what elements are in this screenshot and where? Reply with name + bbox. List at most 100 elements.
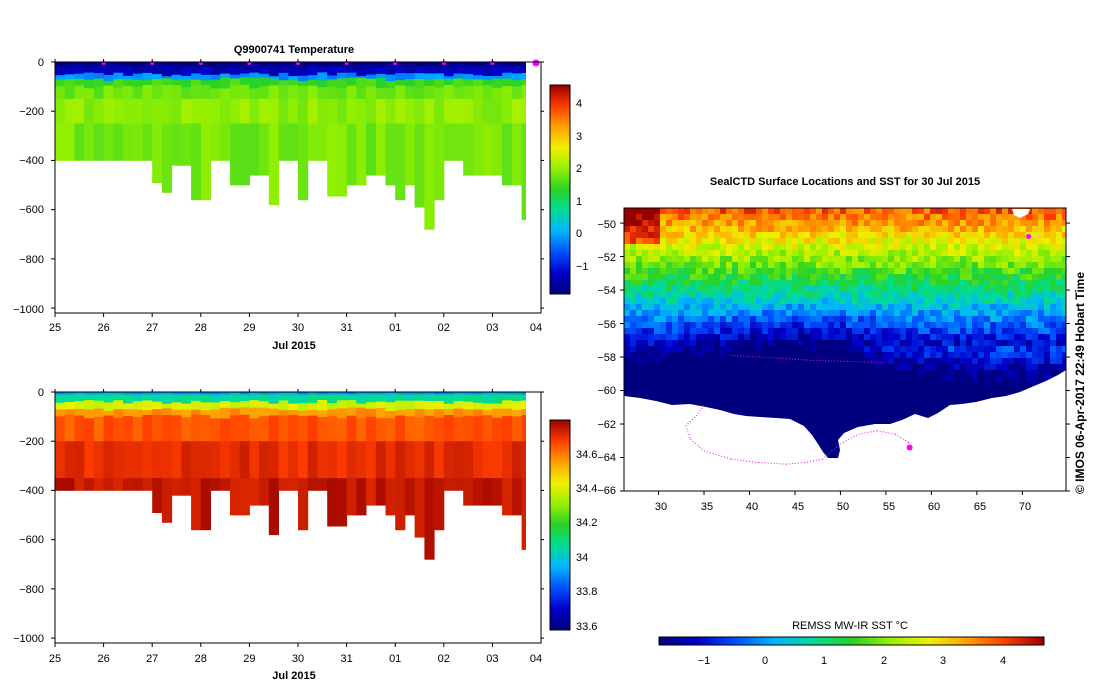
sst-cell (876, 232, 882, 238)
sst-cell (954, 274, 960, 280)
sst-cell (942, 310, 948, 316)
sst-cell (636, 298, 642, 304)
sst-cell (912, 268, 918, 274)
sst-cell (792, 334, 798, 340)
sst-cell (822, 232, 828, 238)
sst-cell (654, 274, 660, 280)
sst-cell (750, 298, 756, 304)
sst-cell (1062, 352, 1066, 358)
sst-cell (750, 370, 756, 376)
sst-cell (702, 352, 708, 358)
sst-cell (876, 418, 882, 424)
sst-cell (756, 232, 762, 238)
sst-cell (864, 286, 870, 292)
sst-cell (804, 364, 810, 370)
sst-cell (864, 226, 870, 232)
sst-cell (822, 364, 828, 370)
sst-cell (1008, 274, 1014, 280)
sst-cell (894, 256, 900, 262)
sst-cell (936, 298, 942, 304)
sst-cell (786, 376, 792, 382)
sst-cell (840, 334, 846, 340)
sst-cell (984, 244, 990, 250)
section-cell (375, 66, 386, 75)
sst-cell (858, 208, 864, 214)
sst-cell (726, 208, 732, 214)
sst-cell (996, 322, 1002, 328)
sst-cell (1014, 304, 1020, 310)
sst-cell (762, 406, 768, 412)
sst-cell (798, 394, 804, 400)
sst-cell (696, 358, 702, 364)
sst-cell (930, 304, 936, 310)
sst-cell (624, 352, 630, 358)
sst-cell (1056, 256, 1062, 262)
sst-cell (1056, 370, 1062, 376)
sst-cell (672, 388, 678, 394)
sst-cell (876, 370, 882, 376)
sst-cell (786, 298, 792, 304)
sst-cell (1038, 256, 1044, 262)
sst-cell (672, 400, 678, 406)
sst-cell (708, 208, 714, 214)
sst-cell (942, 304, 948, 310)
section-cell (356, 62, 367, 68)
sst-cell (948, 400, 954, 406)
sst-cell (642, 262, 648, 268)
sst-cell (894, 280, 900, 286)
sst-cell (1038, 214, 1044, 220)
sst-cell (672, 226, 678, 232)
sst-cell (912, 292, 918, 298)
section-cell (404, 98, 416, 124)
sst-cell (1032, 322, 1038, 328)
sst-cell (636, 250, 642, 256)
section-cell (191, 62, 202, 68)
section-cell (181, 123, 192, 166)
section-cell (375, 73, 386, 79)
section-cell (288, 441, 299, 479)
section-cell (317, 410, 328, 418)
section-cell (482, 392, 493, 395)
sst-cell (846, 286, 852, 292)
section-cell (249, 394, 260, 401)
sst-cell (666, 316, 672, 322)
sst-cell (834, 400, 840, 406)
x-tick-label: 02 (438, 322, 450, 334)
sst-cell (918, 262, 924, 268)
sst-cell (792, 310, 798, 316)
section-cell (132, 409, 143, 418)
sst-cell (720, 280, 726, 286)
section-cell (307, 441, 318, 479)
sst-cell (930, 226, 936, 232)
sst-cell (720, 232, 726, 238)
sst-cell (768, 244, 774, 250)
sst-cell (756, 352, 762, 358)
sst-cell (888, 388, 894, 394)
sst-cell (738, 412, 744, 418)
sst-cell (678, 298, 684, 304)
section-cell (191, 409, 202, 416)
sst-cell (648, 340, 654, 346)
sst-cell (762, 310, 768, 316)
section-cell (443, 403, 454, 410)
section-cell (395, 85, 406, 100)
sst-cell (1038, 340, 1044, 346)
sst-cell (876, 304, 882, 310)
sst-cell (678, 340, 684, 346)
sst-cell (756, 238, 762, 244)
sst-cell (888, 292, 894, 298)
sst-cell (852, 376, 858, 382)
sst-cell (654, 328, 660, 334)
sst-cell (684, 310, 690, 316)
sst-cell (1050, 298, 1056, 304)
sst-cell (900, 364, 906, 370)
sst-cell (942, 262, 948, 268)
sst-cell (858, 220, 864, 226)
sst-cell (984, 256, 990, 262)
sst-cell (624, 286, 630, 292)
sst-cell (732, 274, 738, 280)
sst-cell (864, 280, 870, 286)
sst-cell (834, 340, 840, 346)
sst-cell (780, 310, 786, 316)
sst-cell (924, 364, 930, 370)
